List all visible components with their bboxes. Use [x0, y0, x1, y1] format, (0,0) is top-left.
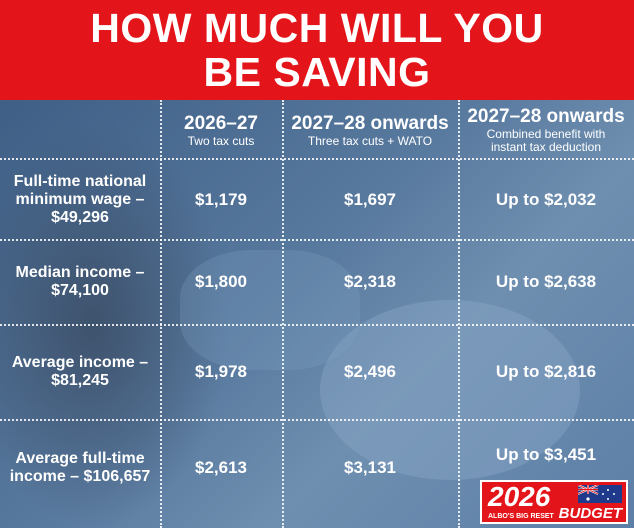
- row-divider: [0, 324, 634, 326]
- logo-word: BUDGET: [558, 505, 622, 522]
- column-header-subtitle: Three tax cuts + WATO: [307, 133, 433, 148]
- page-title: HOW MUCH WILL YOU BE SAVING: [90, 5, 544, 95]
- row-divider: [0, 158, 634, 160]
- table-cell: $1,978: [195, 362, 247, 381]
- table-cell: $2,613: [195, 458, 247, 477]
- savings-table: 2026–27 Two tax cuts 2027–28 onwards Thr…: [0, 100, 634, 528]
- table-cell: Up to $2,638: [495, 272, 597, 291]
- table-cell: $2,318: [344, 272, 396, 291]
- row-label: Full-time national minimum wage – $49,29…: [13, 173, 147, 226]
- column-header-1: 2026–27 Two tax cuts: [160, 100, 282, 160]
- column-divider: [282, 100, 284, 528]
- column-header-2: 2027–28 onwards Three tax cuts + WATO: [282, 100, 458, 160]
- column-header-subtitle: Combined benefit with instant tax deduct…: [486, 127, 606, 154]
- background-banknote: [320, 300, 580, 480]
- logo-tagline: ALBO'S BIG RESET: [488, 513, 554, 520]
- logo-year: 2026: [488, 481, 551, 512]
- table-cell: $1,697: [344, 190, 396, 209]
- table-cell: $1,179: [195, 190, 247, 209]
- table-cell: $1,800: [195, 272, 247, 291]
- title-banner: HOW MUCH WILL YOU BE SAVING: [0, 0, 634, 100]
- australian-flag-icon: [578, 485, 622, 503]
- row-label: Median income – $74,100: [15, 264, 145, 299]
- column-header-title: 2027–28 onwards: [467, 106, 625, 127]
- row-divider: [0, 419, 634, 421]
- table-cell: Up to $2,816: [495, 362, 597, 381]
- column-header-title: 2026–27: [184, 112, 258, 134]
- column-divider: [160, 100, 162, 528]
- column-header-title: 2027–28 onwards: [291, 112, 449, 134]
- budget-logo: 2026 ALBO'S BIG RESET BUDGET: [480, 480, 628, 524]
- column-divider: [458, 100, 460, 528]
- table-cell: $2,496: [344, 362, 396, 381]
- table-cell: Up to $3,451: [495, 445, 597, 464]
- row-label: Average full-time income – $106,657: [9, 450, 151, 485]
- table-cell: $3,131: [344, 458, 396, 477]
- row-label: Average income – $81,245: [11, 354, 149, 389]
- background-banknote-2: [180, 250, 360, 370]
- column-header-subtitle: Two tax cuts: [187, 133, 255, 148]
- row-divider: [0, 239, 634, 241]
- column-header-3: 2027–28 onwards Combined benefit with in…: [458, 100, 634, 160]
- table-cell: Up to $2,032: [495, 190, 597, 209]
